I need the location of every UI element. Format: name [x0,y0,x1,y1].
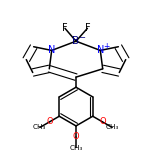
Text: +: + [103,42,109,51]
Text: N: N [48,45,55,55]
Text: F: F [85,23,91,33]
Text: O: O [99,117,106,126]
Text: −: − [78,33,85,42]
Text: F: F [62,23,67,33]
Text: N: N [97,45,104,55]
Text: CH₃: CH₃ [33,124,47,130]
Text: O: O [73,132,79,142]
Text: CH₃: CH₃ [105,124,119,130]
Text: CH₃: CH₃ [69,145,83,151]
Text: O: O [46,117,53,126]
Text: B: B [73,36,79,46]
